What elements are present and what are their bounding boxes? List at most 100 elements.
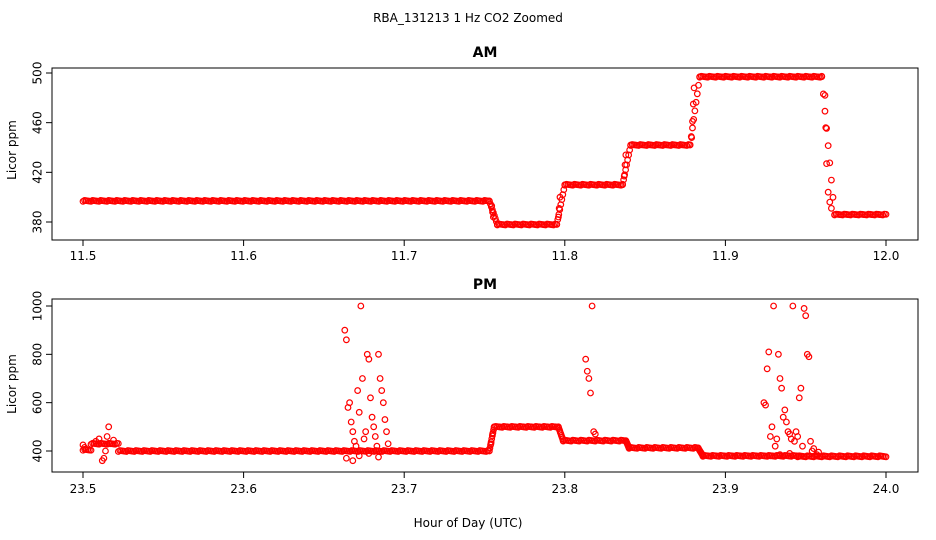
pm-point bbox=[355, 452, 363, 460]
am-point bbox=[689, 100, 697, 108]
pm-point bbox=[783, 418, 790, 426]
pm-transition-point bbox=[559, 437, 567, 445]
pm-point bbox=[384, 440, 392, 448]
pm-point bbox=[381, 416, 389, 423]
am-transition-point bbox=[826, 159, 834, 167]
am-point bbox=[555, 204, 563, 212]
am-x-tick-label: 12.0 bbox=[873, 249, 900, 263]
pm-point bbox=[347, 418, 355, 426]
pm-point bbox=[815, 448, 822, 456]
pm-point bbox=[383, 428, 390, 436]
pm-point bbox=[371, 433, 379, 440]
pm-point bbox=[352, 442, 360, 450]
pm-point bbox=[349, 428, 357, 436]
pm-point bbox=[807, 437, 814, 445]
pm-point bbox=[487, 440, 495, 448]
am-point bbox=[689, 118, 696, 125]
am-point bbox=[556, 193, 564, 201]
pm-point bbox=[810, 445, 818, 452]
pm-point bbox=[805, 353, 813, 361]
am-transition-point bbox=[689, 124, 696, 132]
pm-point bbox=[583, 367, 591, 375]
pm-point bbox=[359, 375, 366, 382]
am-x-tick-label: 11.6 bbox=[230, 249, 257, 263]
pm-y-tick-label: 1000 bbox=[31, 291, 45, 322]
pm-point bbox=[770, 302, 777, 310]
pm-point bbox=[779, 413, 787, 421]
pm-point bbox=[365, 355, 373, 363]
pm-point bbox=[797, 384, 805, 392]
pm-point bbox=[349, 457, 357, 465]
am-point bbox=[828, 204, 835, 212]
pm-point bbox=[582, 355, 590, 363]
pm-point bbox=[362, 428, 370, 436]
pm-point bbox=[100, 454, 108, 462]
am-y-tick-label: 420 bbox=[31, 161, 45, 184]
pm-point bbox=[768, 423, 776, 431]
am-point bbox=[823, 160, 830, 168]
am-point bbox=[824, 188, 832, 196]
am-point bbox=[690, 84, 698, 92]
pm-point bbox=[795, 394, 803, 402]
pm-transition-point bbox=[625, 444, 633, 452]
am-y-tick-label: 460 bbox=[31, 111, 45, 134]
pm-transition-point bbox=[485, 447, 493, 455]
am-transition-point bbox=[823, 125, 830, 132]
pm-point bbox=[81, 443, 89, 451]
pm-point bbox=[367, 394, 374, 402]
pm-point bbox=[105, 423, 113, 431]
am-transition-point bbox=[824, 142, 832, 150]
am-panel: AM Licor ppm 11.5 11.6 11.7 11.8 11.9 12.0 380… bbox=[5, 45, 919, 263]
am-x-tick-label: 11.5 bbox=[70, 249, 97, 263]
am-point bbox=[688, 134, 696, 141]
pm-level-point bbox=[882, 453, 890, 461]
pm-point bbox=[354, 387, 362, 394]
am-transition-point bbox=[828, 176, 835, 184]
pm-point bbox=[799, 442, 806, 450]
pm-point bbox=[781, 406, 789, 414]
pm-point bbox=[110, 436, 117, 444]
am-point bbox=[622, 151, 630, 159]
pm-point bbox=[766, 452, 774, 460]
pm-point bbox=[786, 450, 794, 457]
pm-point bbox=[103, 433, 111, 440]
pm-series bbox=[79, 302, 890, 465]
am-point bbox=[554, 213, 562, 221]
pm-point bbox=[375, 453, 382, 461]
pm-y-tick-label: 800 bbox=[31, 343, 45, 366]
pm-plot-frame bbox=[51, 298, 919, 473]
am-transition-point bbox=[829, 193, 837, 201]
pm-level-point bbox=[114, 440, 122, 447]
am-transition-point bbox=[490, 212, 498, 220]
am-point bbox=[620, 172, 628, 180]
pm-point bbox=[373, 442, 381, 450]
pm-panel: PM Licor ppm 23.5 23.6 23.7 23.8 23.9 24.0 400… bbox=[5, 277, 919, 496]
pm-point bbox=[587, 389, 594, 397]
pm-transition-point bbox=[488, 435, 496, 443]
pm-point bbox=[342, 336, 350, 344]
am-x-tick-label: 11.8 bbox=[551, 249, 578, 263]
pm-point bbox=[346, 399, 354, 407]
pm-x-tick-label: 23.7 bbox=[391, 482, 418, 496]
pm-point bbox=[776, 451, 784, 459]
pm-point bbox=[375, 350, 382, 358]
pm-point bbox=[794, 433, 802, 440]
am-transition-point bbox=[691, 107, 699, 115]
x-axis-label: Hour of Day (UTC) bbox=[414, 516, 523, 530]
pm-x-tick-label: 23.6 bbox=[230, 482, 257, 496]
pm-point bbox=[762, 401, 769, 409]
am-transition-point bbox=[488, 206, 496, 214]
am-axis-ticks: 11.5 11.6 11.7 11.8 11.9 12.0 380 420 460 500 bbox=[31, 62, 900, 263]
am-point bbox=[489, 213, 497, 221]
pm-point bbox=[585, 375, 593, 382]
pm-point bbox=[365, 450, 373, 457]
pm-point bbox=[778, 384, 786, 392]
am-y-tick-label: 380 bbox=[31, 211, 45, 234]
pm-point bbox=[342, 454, 350, 462]
pm-point bbox=[776, 375, 784, 382]
pm-title: PM bbox=[473, 277, 497, 293]
am-transition-point bbox=[627, 141, 635, 149]
figure-title: RBA_131213 1 Hz CO2 Zoomed bbox=[373, 11, 563, 25]
am-point bbox=[822, 124, 830, 132]
